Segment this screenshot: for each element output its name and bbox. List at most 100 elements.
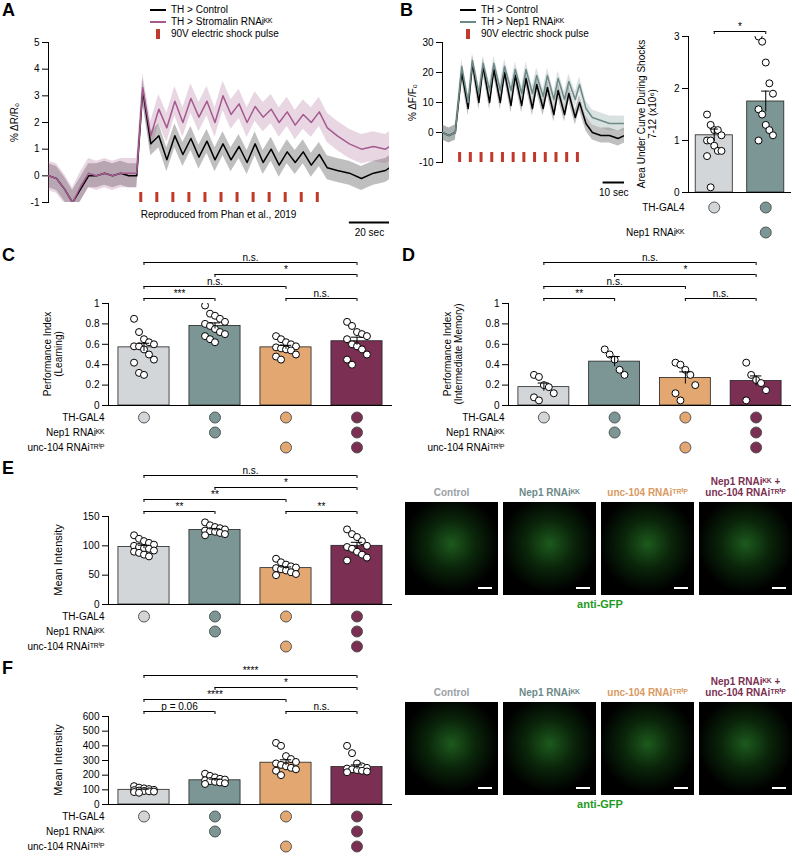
svg-text:0: 0 <box>94 400 100 411</box>
svg-text:****: **** <box>207 689 223 700</box>
svg-text:% ΔF/F₀: % ΔF/F₀ <box>407 84 418 121</box>
svg-text:0: 0 <box>94 799 100 810</box>
svg-text:300: 300 <box>83 755 100 766</box>
svg-text:n.s.: n.s. <box>242 465 258 476</box>
html-text:Mean Intensity: Mean Intensity <box>52 524 64 596</box>
html-text:TH > Stromalin RNAiᴷᴷ: TH > Stromalin RNAiᴷᴷ <box>171 16 273 27</box>
html-text:anti-GFP: anti-GFP <box>577 798 623 810</box>
svg-text:0: 0 <box>94 599 100 610</box>
svg-text:TH-GAL4: TH-GAL4 <box>62 611 105 622</box>
html-text:Performance Index (Learning): Performance Index (Learning) <box>42 311 64 397</box>
html-text:B: B <box>400 0 413 20</box>
svg-text:20 sec: 20 sec <box>355 227 384 238</box>
svg-text:1: 1 <box>94 298 100 309</box>
svg-text:n.s.: n.s. <box>642 252 658 263</box>
svg-text:0: 0 <box>34 170 40 181</box>
svg-text:4: 4 <box>34 63 40 74</box>
svg-text:0: 0 <box>428 127 434 138</box>
svg-text:30: 30 <box>422 37 434 48</box>
svg-text:0.6: 0.6 <box>86 339 100 350</box>
svg-text:-1: -1 <box>31 197 40 208</box>
svg-text:**: ** <box>211 489 219 500</box>
svg-text:20: 20 <box>422 67 434 78</box>
svg-text:200: 200 <box>83 769 100 780</box>
svg-text:1: 1 <box>494 298 500 309</box>
svg-text:n.s.: n.s. <box>713 288 729 299</box>
svg-text:100: 100 <box>83 540 100 551</box>
html-text:TH > Control: TH > Control <box>171 4 228 15</box>
html-text:90V electric shock pulse: 90V electric shock pulse <box>171 28 279 39</box>
svg-text:% ΔR/R₀: % ΔR/R₀ <box>9 103 20 142</box>
svg-text:500: 500 <box>83 725 100 736</box>
svg-text:*: * <box>284 677 288 688</box>
svg-text:unc-104 RNAiᵀᴿⁱᴾ: unc-104 RNAiᵀᴿⁱᴾ <box>27 442 104 453</box>
svg-text:150: 150 <box>83 511 100 522</box>
svg-text:n.s.: n.s. <box>607 276 623 287</box>
svg-text:3: 3 <box>34 90 40 101</box>
html-text:TH > Control: TH > Control <box>481 4 538 15</box>
svg-text:0.4: 0.4 <box>86 359 100 370</box>
svg-text:100: 100 <box>83 784 100 795</box>
svg-text:*: * <box>284 477 288 488</box>
svg-text:****: **** <box>243 665 259 676</box>
svg-text:*: * <box>738 21 742 32</box>
svg-text:TH-GAL4: TH-GAL4 <box>462 412 505 423</box>
html-text:Mean Intensity: Mean Intensity <box>52 724 64 796</box>
svg-text:Nep1 RNAiᴷᴷ: Nep1 RNAiᴷᴷ <box>626 227 685 238</box>
svg-text:0.8: 0.8 <box>86 318 100 329</box>
svg-text:Nep1 RNAiᴷᴷ: Nep1 RNAiᴷᴷ <box>446 427 505 438</box>
svg-text:Reproduced from Phan et al., 2: Reproduced from Phan et al., 2019 <box>141 209 297 220</box>
svg-text:0.4: 0.4 <box>486 359 500 370</box>
svg-text:n.s.: n.s. <box>207 276 223 287</box>
html-text:Nep1 RNAiᴷᴷ + unc-104 RNAiᵀᴿⁱᴾ: Nep1 RNAiᴷᴷ + unc-104 RNAiᵀᴿⁱᴾ <box>705 676 786 698</box>
svg-text:unc-104 RNAiᵀᴿⁱᴾ: unc-104 RNAiᵀᴿⁱᴾ <box>27 841 104 852</box>
svg-text:TH-GAL4: TH-GAL4 <box>62 412 105 423</box>
svg-text:Nep1 RNAiᴷᴷ: Nep1 RNAiᴷᴷ <box>46 826 105 837</box>
svg-text:n.s.: n.s. <box>242 252 258 263</box>
svg-text:10 sec: 10 sec <box>599 187 628 198</box>
html-text:A: A <box>2 0 15 20</box>
svg-text:0: 0 <box>674 187 680 198</box>
html-text:90V electric shock pulse: 90V electric shock pulse <box>481 28 589 39</box>
html-text:Nep1 RNAiᴷᴷ + unc-104 RNAiᵀᴿⁱᴾ: Nep1 RNAiᴷᴷ + unc-104 RNAiᵀᴿⁱᴾ <box>705 476 786 498</box>
svg-text:TH-GAL4: TH-GAL4 <box>642 202 685 213</box>
svg-text:0.2: 0.2 <box>486 379 500 390</box>
svg-text:2: 2 <box>34 117 40 128</box>
svg-text:TH-GAL4: TH-GAL4 <box>62 811 105 822</box>
svg-text:***: *** <box>174 288 186 299</box>
svg-text:1: 1 <box>34 143 40 154</box>
html-text:D: D <box>402 245 415 265</box>
svg-text:10: 10 <box>422 97 434 108</box>
svg-text:400: 400 <box>83 740 100 751</box>
svg-text:Nep1 RNAiᴷᴷ: Nep1 RNAiᴷᴷ <box>46 626 105 637</box>
svg-text:n.s.: n.s. <box>313 288 329 299</box>
html-text:Area Under Curve During Shocks: Area Under Curve During Shocks 7-12 (x10… <box>636 39 658 189</box>
svg-text:0.2: 0.2 <box>86 379 100 390</box>
html-text:Performance Index (Intermediat: Performance Index (Intermediate Memory) <box>442 303 464 405</box>
svg-text:*: * <box>683 264 687 275</box>
svg-text:0.8: 0.8 <box>486 318 500 329</box>
svg-text:2: 2 <box>674 83 680 94</box>
svg-text:*: * <box>284 264 288 275</box>
svg-text:n.s.: n.s. <box>313 701 329 712</box>
svg-text:**: ** <box>318 501 326 512</box>
svg-text:unc-104 RNAiᵀᴿⁱᴾ: unc-104 RNAiᵀᴿⁱᴾ <box>427 442 504 453</box>
svg-text:unc-104 RNAiᵀᴿⁱᴾ: unc-104 RNAiᵀᴿⁱᴾ <box>27 641 104 652</box>
svg-text:Nep1 RNAiᴷᴷ: Nep1 RNAiᴷᴷ <box>46 427 105 438</box>
html-text:E: E <box>2 458 14 478</box>
svg-text:**: ** <box>176 501 184 512</box>
svg-text:5: 5 <box>34 37 40 48</box>
html-text:C: C <box>2 245 15 265</box>
html-text:anti-GFP: anti-GFP <box>577 598 623 610</box>
svg-text:p = 0.06: p = 0.06 <box>161 701 198 712</box>
svg-text:-10: -10 <box>419 157 434 168</box>
svg-text:0.6: 0.6 <box>486 339 500 350</box>
svg-text:1: 1 <box>674 135 680 146</box>
svg-text:600: 600 <box>83 711 100 722</box>
html-text:Control: Control <box>433 487 470 498</box>
svg-text:**: ** <box>575 288 583 299</box>
html-text:TH > Nep1 RNAiᴷᴷ: TH > Nep1 RNAiᴷᴷ <box>481 16 565 27</box>
svg-text:0: 0 <box>494 400 500 411</box>
svg-text:50: 50 <box>88 569 100 580</box>
svg-text:3: 3 <box>674 31 680 42</box>
